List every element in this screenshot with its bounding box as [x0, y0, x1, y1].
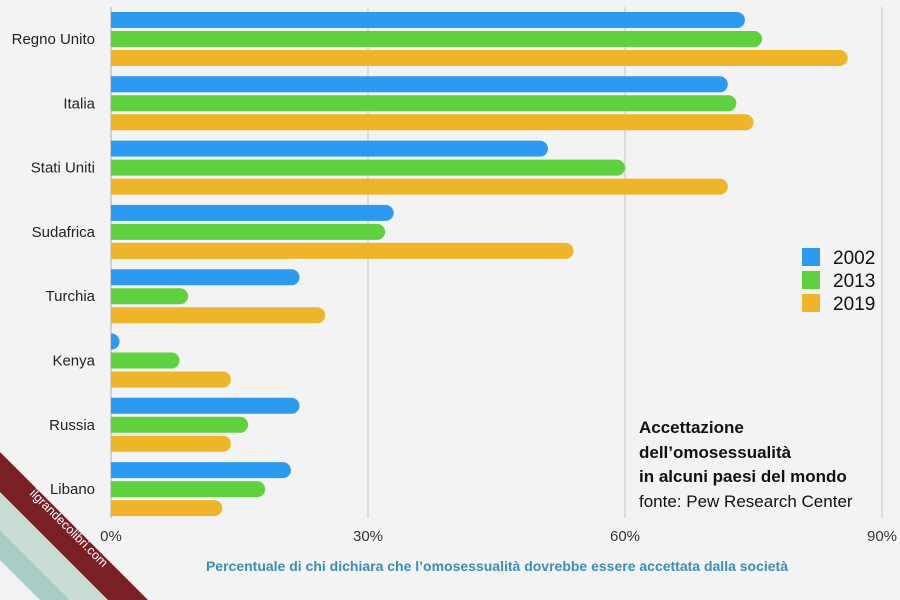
tick-label: 90%	[867, 528, 897, 545]
annotation-title-line-2: dell’omosessualità	[639, 442, 792, 462]
category-label: Turchia	[46, 288, 96, 305]
category-label: Russia	[49, 417, 96, 434]
category-label: Libano	[50, 481, 95, 498]
category-label: Sudafrica	[32, 224, 96, 241]
bar	[111, 352, 180, 369]
bar	[111, 462, 291, 479]
bar	[111, 95, 737, 112]
bar	[111, 333, 120, 350]
bar	[111, 269, 300, 286]
bar	[111, 371, 231, 388]
bar	[111, 307, 326, 324]
bar	[111, 435, 231, 452]
legend-label: 2019	[833, 294, 875, 315]
bar	[111, 500, 223, 517]
tick-label: 0%	[100, 528, 122, 545]
bar	[111, 50, 848, 66]
legend-label: 2013	[833, 271, 875, 292]
bar	[111, 223, 386, 240]
bar	[111, 76, 728, 93]
category-labels: Regno Unito Italia Stati Uniti Sudafrica Tur…	[12, 31, 96, 498]
bar	[111, 140, 548, 157]
bar	[111, 288, 189, 305]
bar	[111, 416, 249, 433]
category-label: Stati Uniti	[31, 160, 95, 177]
bar	[111, 242, 574, 259]
annotation-title-line-3: in alcuni paesi del mondo	[639, 467, 847, 486]
bar	[111, 204, 394, 221]
tick-label: 60%	[610, 528, 640, 545]
annotation-source: fonte: Pew Research Center	[639, 491, 853, 511]
bar	[111, 159, 625, 176]
bar	[111, 31, 763, 47]
legend-swatch	[802, 248, 820, 266]
tick-label: 30%	[353, 528, 383, 545]
legend-swatch	[802, 271, 820, 289]
legend-label: 2002	[833, 248, 875, 269]
bar	[111, 481, 266, 498]
x-axis-label: Percentuale di chi dichiara che l’omoses…	[206, 558, 788, 574]
bar	[111, 12, 745, 28]
chart-annotation: Accettazione dell’omosessualità in alcun…	[639, 416, 889, 514]
legend-swatch	[802, 294, 820, 312]
annotation-title-line-1: Accettazione	[639, 418, 744, 437]
bar	[111, 114, 754, 131]
category-label: Regno Unito	[12, 31, 95, 48]
bar	[111, 178, 728, 195]
bar	[111, 397, 300, 414]
category-label: Kenya	[52, 353, 95, 370]
category-label: Italia	[63, 95, 95, 112]
tick-labels: 0% 30% 60% 90%	[100, 528, 897, 545]
bars-group	[111, 12, 848, 517]
